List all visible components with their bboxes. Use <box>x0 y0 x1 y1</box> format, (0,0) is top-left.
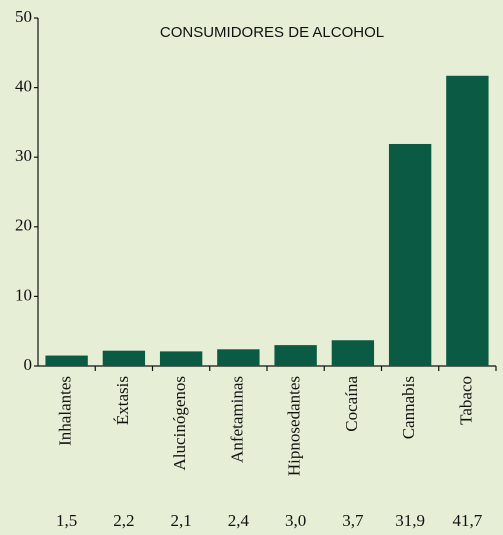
value-label: 3,7 <box>342 511 364 530</box>
x-tick-label: Cannabis <box>399 376 418 439</box>
x-tick-label: Inhalantes <box>56 376 75 446</box>
chart-title: CONSUMIDORES DE ALCOHOL <box>160 24 384 41</box>
x-tick-label: Tabaco <box>456 376 475 425</box>
x-tick-label: Cocaína <box>342 376 361 432</box>
value-label: 2,2 <box>113 511 134 530</box>
bar <box>45 355 88 366</box>
value-label: 3,0 <box>285 511 306 530</box>
value-label: 2,1 <box>171 511 192 530</box>
bar <box>217 349 260 366</box>
y-tick-label: 30 <box>15 146 32 165</box>
x-tick-label: Éxtasis <box>113 376 132 425</box>
x-tick-label: Anfetaminas <box>227 376 246 463</box>
bar <box>274 345 317 366</box>
value-label: 2,4 <box>228 511 250 530</box>
y-tick-label: 10 <box>15 285 32 304</box>
x-tick-label: Hipnosedantes <box>285 376 304 476</box>
bar <box>102 350 146 366</box>
y-tick-label: 20 <box>15 216 32 235</box>
value-label: 41,7 <box>453 511 483 530</box>
y-tick-label: 0 <box>24 355 33 374</box>
bar <box>388 143 432 366</box>
bar <box>446 75 489 366</box>
y-tick-label: 40 <box>15 77 32 96</box>
x-tick-label: Alucinógenos <box>170 376 189 470</box>
y-tick-label: 50 <box>15 7 32 26</box>
bar <box>159 351 203 366</box>
value-label: 1,5 <box>56 511 77 530</box>
value-label: 31,9 <box>395 511 425 530</box>
bar <box>331 340 375 366</box>
